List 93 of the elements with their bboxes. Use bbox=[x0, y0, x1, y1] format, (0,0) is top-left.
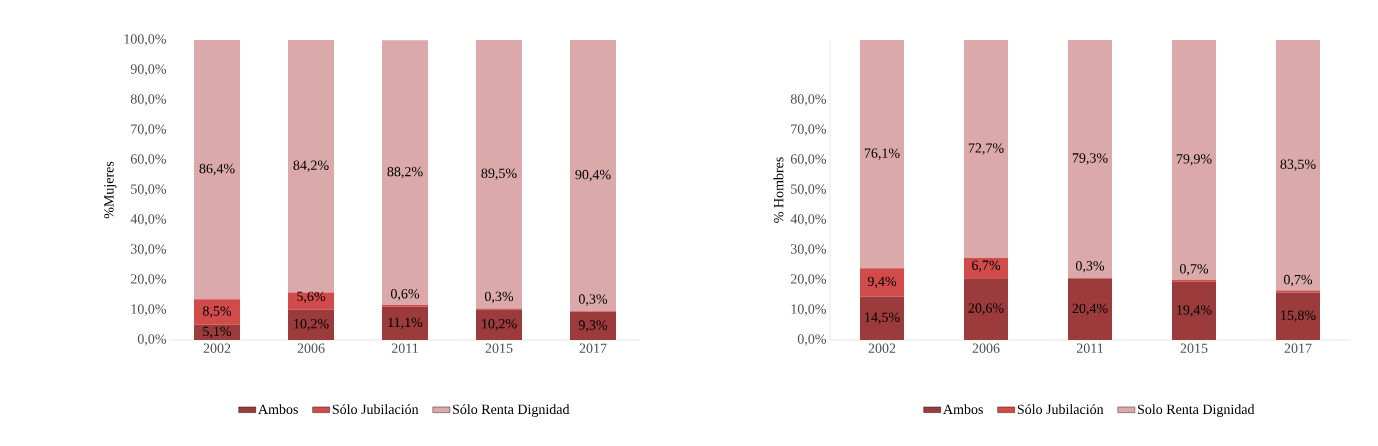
x-tick-label: 2017 bbox=[579, 343, 607, 353]
data-label: 10,2% bbox=[482, 318, 517, 331]
data-label: 88,2% bbox=[387, 166, 423, 179]
x-tick-label: 2015 bbox=[1180, 343, 1208, 353]
bar bbox=[288, 39, 335, 293]
data-label: 0,3% bbox=[1075, 261, 1105, 273]
bar bbox=[194, 39, 241, 300]
y-tick-label: 80,0% bbox=[790, 94, 826, 106]
data-label: 20,4% bbox=[1072, 303, 1108, 316]
data-label: 0,3% bbox=[484, 291, 514, 304]
x-tick-label: 2017 bbox=[1284, 343, 1312, 353]
data-label: 79,9% bbox=[1176, 154, 1212, 166]
data-label: 19,4% bbox=[1177, 305, 1212, 317]
legend-label: Sólo Renta Dignidad bbox=[453, 404, 570, 417]
bar bbox=[964, 278, 1008, 340]
bar bbox=[860, 39, 905, 269]
legend-label: Solo Renta Dignidad bbox=[1138, 404, 1255, 417]
bar bbox=[1068, 278, 1112, 340]
y-tick-label: 20,0% bbox=[130, 274, 166, 286]
data-label: 79,3% bbox=[1072, 153, 1108, 165]
y-tick-label: 10,0% bbox=[131, 304, 166, 316]
x-tick-label: 2006 bbox=[297, 343, 325, 353]
legend-label: Sólo Jubilación bbox=[1017, 404, 1104, 415]
data-label: 5,6% bbox=[297, 291, 326, 304]
bar bbox=[1068, 39, 1112, 278]
x-tick-label: 2006 bbox=[972, 343, 1000, 353]
x-tick-label: 2002 bbox=[203, 343, 231, 353]
y-tick-label: 0,0% bbox=[137, 334, 166, 346]
y-tick-label: 30,0% bbox=[131, 244, 166, 256]
data-label: 89,5% bbox=[481, 168, 517, 180]
bar bbox=[382, 40, 429, 305]
data-label: 9,3% bbox=[578, 320, 608, 332]
bar bbox=[1172, 39, 1216, 280]
data-label: 72,7% bbox=[968, 143, 1004, 155]
data-label: 90,4% bbox=[575, 169, 611, 182]
y-tick-label: 80,0% bbox=[130, 94, 166, 106]
y-tick-label: 60,0% bbox=[130, 154, 166, 166]
bar bbox=[194, 324, 241, 340]
legend-label: Ambos bbox=[943, 404, 983, 415]
bar bbox=[570, 39, 616, 312]
y-axis-title: %Mujeres bbox=[104, 161, 117, 219]
data-label: 86,4% bbox=[199, 163, 235, 176]
y-tick-label: 40,0% bbox=[130, 214, 166, 226]
bar bbox=[570, 312, 616, 340]
data-label: 83,5% bbox=[1280, 159, 1316, 171]
y-tick-label: 30,0% bbox=[790, 244, 826, 256]
y-tick-label: 60,0% bbox=[790, 154, 826, 166]
data-label: 9,4% bbox=[867, 276, 897, 289]
y-axis-title: % Hombres bbox=[773, 157, 784, 223]
data-label: 15,8% bbox=[1281, 310, 1316, 323]
bar bbox=[1172, 279, 1216, 282]
x-tick-label: 2011 bbox=[391, 343, 418, 353]
y-tick-label: 0,0% bbox=[797, 334, 826, 346]
bar bbox=[476, 39, 523, 309]
y-tick-label: 70,0% bbox=[131, 124, 166, 136]
bar bbox=[1276, 39, 1320, 291]
data-label: 11,1% bbox=[388, 317, 423, 330]
data-label: 10,2% bbox=[294, 318, 329, 331]
x-tick-label: 2002 bbox=[868, 343, 896, 353]
y-tick-label: 50,0% bbox=[131, 184, 166, 196]
bar bbox=[382, 306, 429, 340]
bar bbox=[860, 296, 905, 340]
legend-label: Ambos bbox=[258, 404, 298, 415]
y-tick-label: 50,0% bbox=[791, 184, 826, 196]
data-label: 84,2% bbox=[293, 160, 329, 173]
y-tick-label: 40,0% bbox=[790, 214, 826, 226]
y-tick-label: 100,0% bbox=[124, 34, 166, 46]
data-label: 0,7% bbox=[1283, 274, 1313, 287]
data-label: 6,7% bbox=[972, 260, 1001, 272]
bar bbox=[1172, 281, 1216, 340]
bar bbox=[964, 39, 1008, 259]
bar bbox=[288, 309, 335, 340]
bar bbox=[194, 299, 241, 325]
y-tick-label: 70,0% bbox=[791, 124, 826, 136]
bar bbox=[964, 258, 1008, 279]
data-label: 0,3% bbox=[578, 294, 608, 306]
bar bbox=[1276, 292, 1320, 340]
x-tick-label: 2011 bbox=[1076, 343, 1103, 353]
data-label: 8,5% bbox=[202, 306, 232, 318]
data-label: 0,6% bbox=[390, 288, 420, 301]
data-label: 5,1% bbox=[203, 326, 232, 339]
bar bbox=[476, 309, 523, 340]
data-label: 20,6% bbox=[968, 303, 1004, 315]
data-label: 0,7% bbox=[1179, 264, 1209, 276]
bar bbox=[1276, 290, 1320, 293]
legend-label: Sólo Jubilación bbox=[332, 404, 419, 415]
data-label: 76,1% bbox=[864, 148, 900, 160]
data-label: 14,5% bbox=[865, 312, 900, 324]
y-tick-label: 90,0% bbox=[130, 64, 166, 76]
y-tick-label: 10,0% bbox=[791, 304, 826, 316]
y-tick-label: 20,0% bbox=[790, 274, 826, 286]
x-tick-label: 2015 bbox=[485, 343, 513, 353]
bar bbox=[860, 268, 905, 297]
